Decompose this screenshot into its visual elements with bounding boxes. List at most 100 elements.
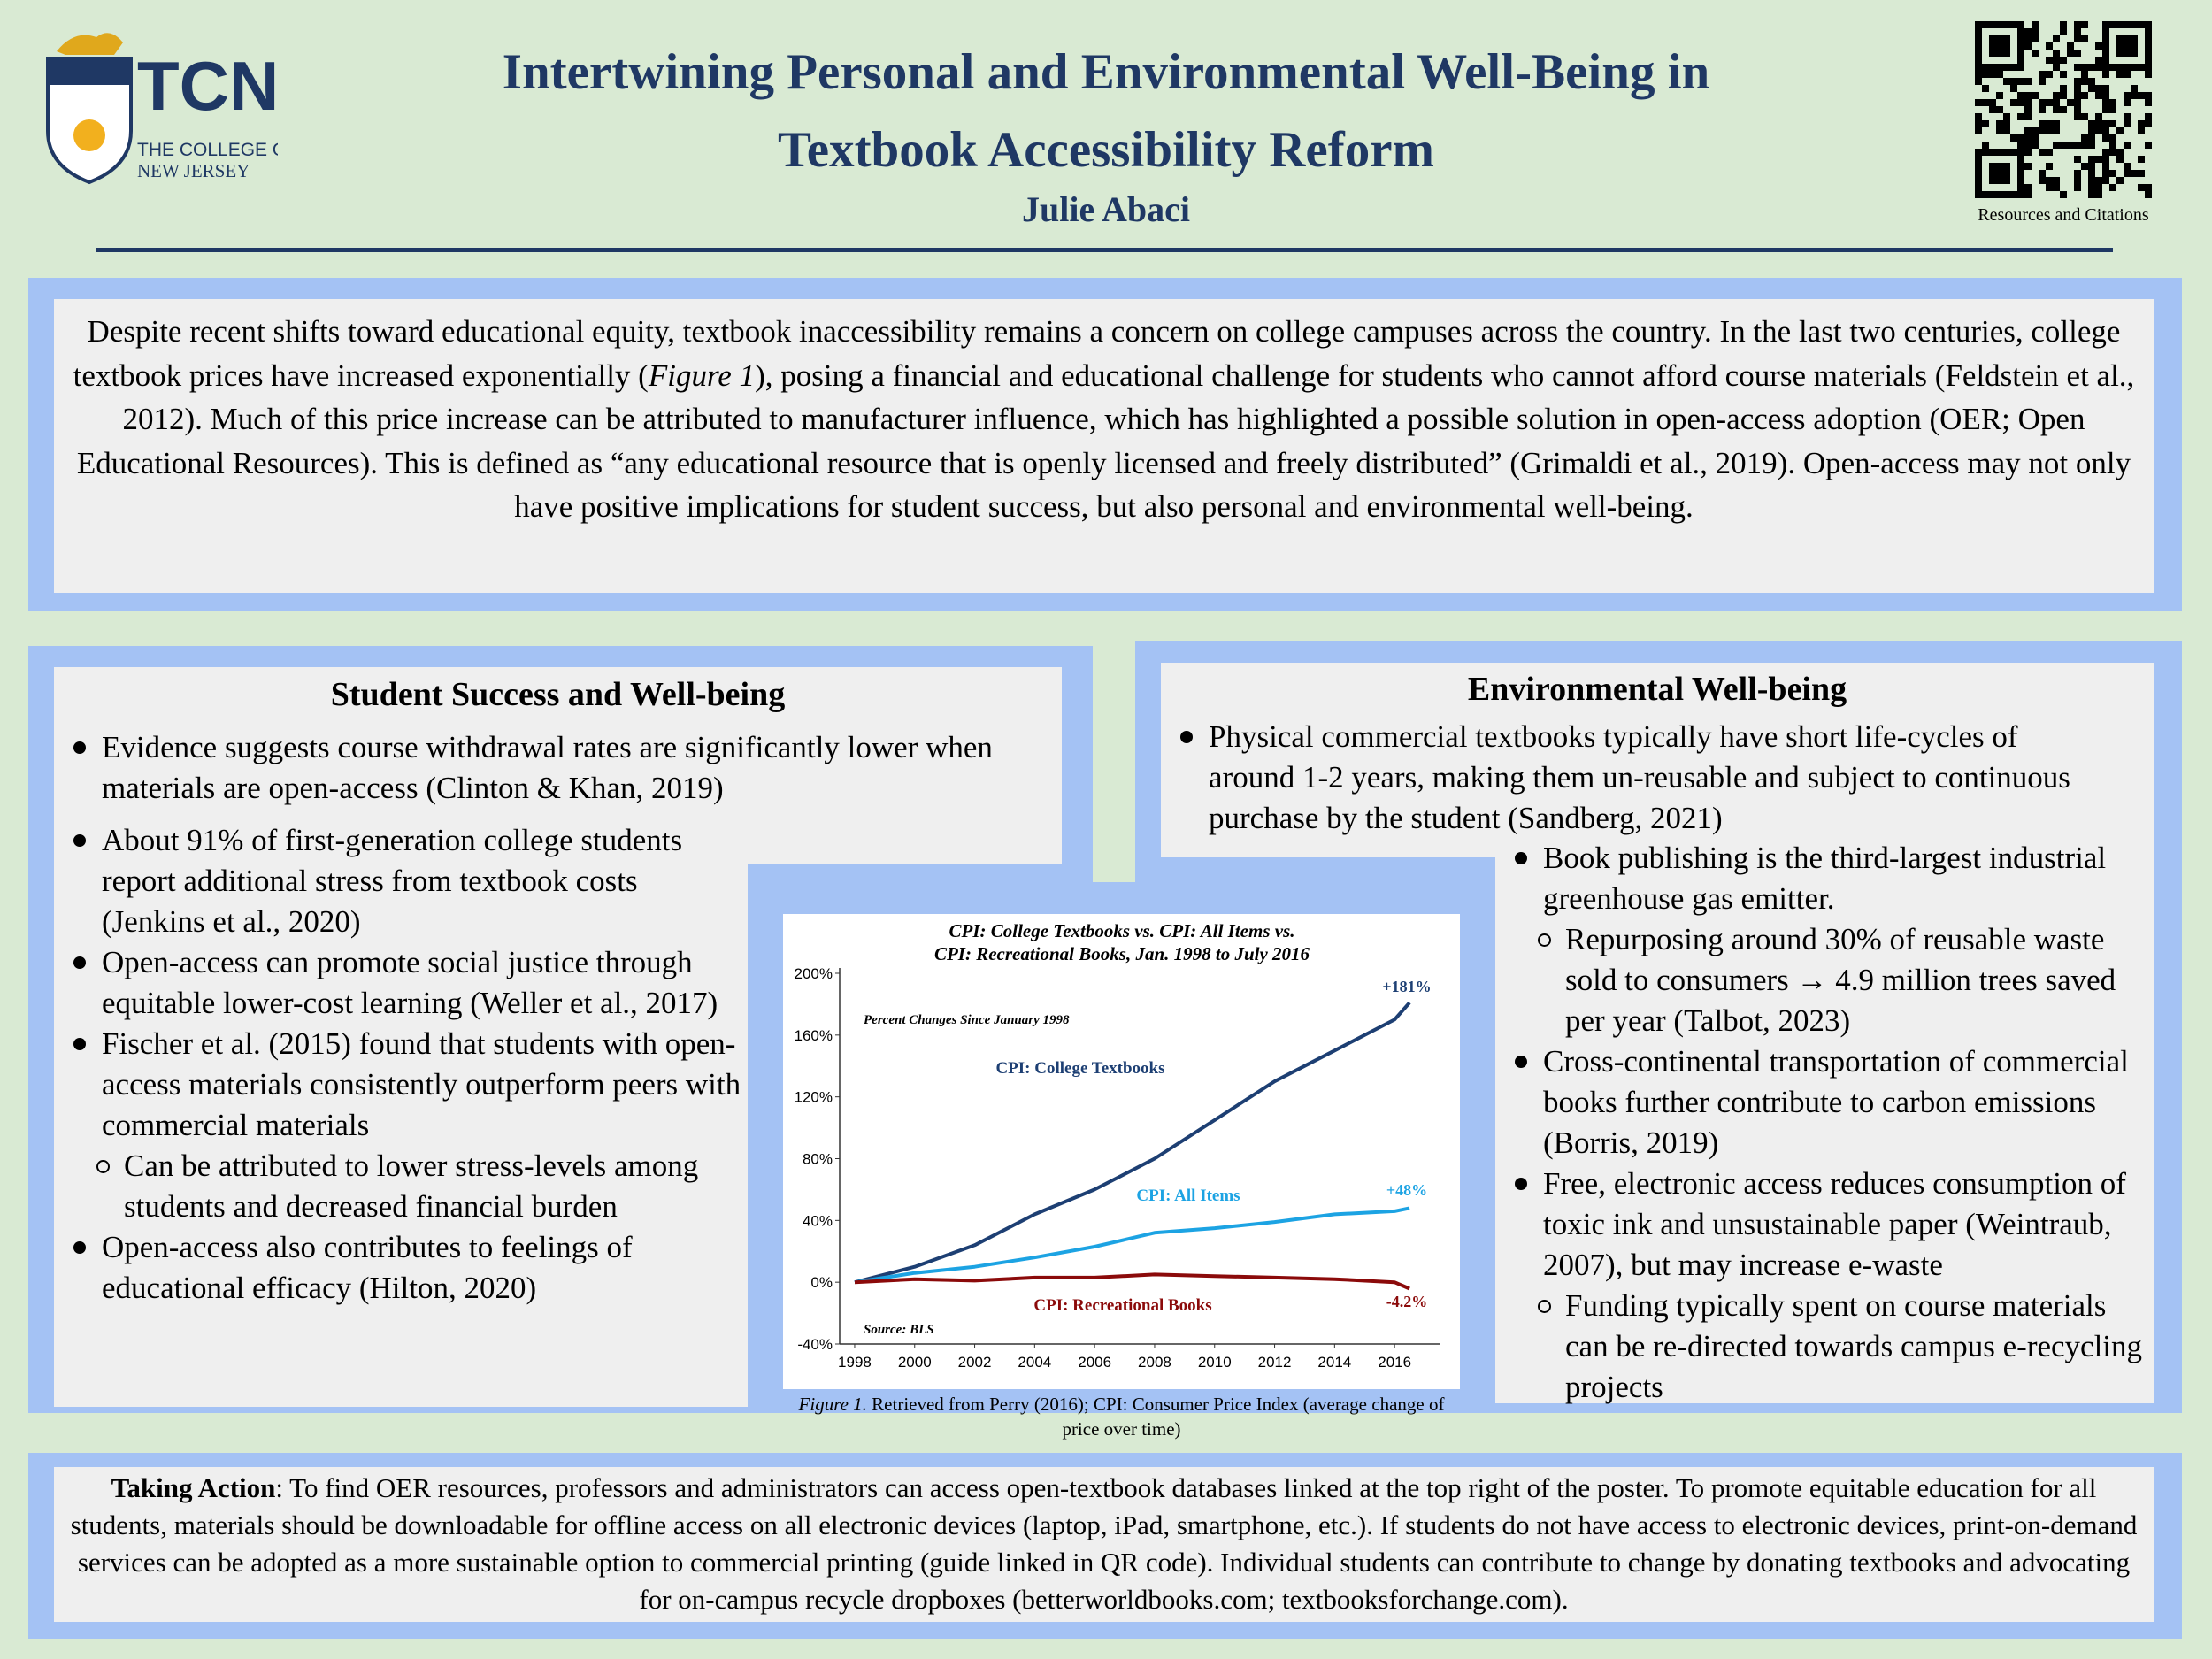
bullet-item: About 91% of first-generation college st… — [54, 820, 748, 942]
qr-module — [2046, 99, 2053, 106]
qr-module — [2081, 78, 2088, 85]
qr-module — [1975, 28, 1982, 35]
qr-module — [2088, 170, 2095, 177]
qr-module — [2017, 28, 2024, 35]
bullet-item: Book publishing is the third-largest ind… — [1495, 838, 2154, 919]
bullet-item: Fischer et al. (2015) found that student… — [54, 1024, 748, 1146]
end-label: +48% — [1386, 1181, 1427, 1199]
qr-module — [2039, 78, 2046, 85]
qr-module — [2145, 142, 2152, 149]
qr-module — [2053, 142, 2060, 149]
caption-label: Figure 1. — [798, 1394, 867, 1415]
qr-code — [1975, 21, 2152, 198]
qr-module — [1996, 92, 2003, 99]
bullet-item: Open-access can promote social justice t… — [54, 942, 748, 1024]
qr-module — [2102, 99, 2109, 106]
qr-module — [2095, 92, 2102, 99]
qr-module — [2003, 177, 2010, 184]
qr-module — [1996, 42, 2003, 50]
qr-module — [2074, 50, 2081, 57]
qr-module — [2039, 149, 2046, 156]
qr-module — [2053, 64, 2060, 71]
sub-bullet-item: Repurposing around 30% of reusable waste… — [1495, 919, 2154, 1041]
qr-module — [2131, 35, 2138, 42]
qr-module — [2067, 50, 2074, 57]
qr-module — [2131, 64, 2138, 71]
qr-module — [2053, 92, 2060, 99]
qr-module — [1989, 71, 1996, 78]
series-label: CPI: Recreational Books — [1033, 1296, 1211, 1315]
qr-module — [2095, 64, 2102, 71]
qr-module — [2024, 78, 2032, 85]
qr-module — [2116, 127, 2124, 134]
sub-bullet-item: Funding typically spent on course materi… — [1495, 1286, 2154, 1408]
sub-bullet-item: Can be attributed to lower stress-levels… — [54, 1146, 748, 1227]
qr-module — [1975, 177, 1982, 184]
qr-module — [1996, 50, 2003, 57]
qr-module — [2095, 177, 2102, 184]
intro-part: Despite recent shifts toward educational… — [73, 314, 2121, 393]
qr-module — [2024, 127, 2032, 134]
y-tick-label: 160% — [795, 1027, 833, 1044]
qr-module — [2039, 71, 2046, 78]
qr-module — [2102, 85, 2109, 92]
chart: CPI: College Textbooks vs. CPI: All Item… — [783, 914, 1460, 1389]
logo-sun — [73, 119, 105, 151]
qr-module — [2074, 184, 2081, 191]
qr-module — [2124, 50, 2131, 57]
qr-module — [2102, 28, 2109, 35]
qr-module — [1975, 191, 1982, 198]
logo-line: THE COLLEGE OF — [137, 140, 278, 160]
qr-module — [2138, 64, 2145, 71]
qr-module — [2131, 50, 2138, 57]
qr-module — [2138, 184, 2145, 191]
qr-module — [2074, 85, 2081, 92]
qr-module — [1975, 78, 1982, 85]
qr-module — [2046, 177, 2053, 184]
qr-module — [2067, 142, 2074, 149]
qr-module — [1989, 149, 1996, 156]
qr-module — [2116, 50, 2124, 57]
qr-module — [2024, 184, 2032, 191]
student-panel — [54, 864, 748, 1407]
qr-module — [2102, 120, 2109, 127]
qr-module — [2145, 28, 2152, 35]
qr-module — [2145, 71, 2152, 78]
qr-module — [2010, 134, 2017, 142]
qr-module — [1975, 156, 1982, 163]
qr-module — [2053, 35, 2060, 42]
chart-title: CPI: College Textbooks vs. CPI: All Item… — [949, 920, 1294, 941]
qr-module — [2088, 142, 2095, 149]
qr-module — [2081, 35, 2088, 42]
qr-module — [2074, 64, 2081, 71]
qr-module — [2109, 120, 2116, 127]
qr-module — [2024, 142, 2032, 149]
qr-module — [1996, 21, 2003, 28]
qr-module — [2017, 92, 2024, 99]
qr-module — [1996, 127, 2003, 134]
qr-module — [2109, 142, 2116, 149]
qr-module — [2017, 113, 2024, 120]
title-line: Textbook Accessibility Reform — [777, 122, 1434, 178]
qr-module — [2039, 127, 2046, 134]
qr-module — [2017, 21, 2024, 28]
chart-annotation: Percent Changes Since January 1998 — [864, 1013, 1070, 1027]
qr-module — [2032, 142, 2039, 149]
qr-module — [2060, 28, 2067, 35]
qr-module — [2081, 71, 2088, 78]
qr-module — [2145, 120, 2152, 127]
qr-module — [2095, 191, 2102, 198]
qr-module — [2074, 142, 2081, 149]
qr-module — [2145, 35, 2152, 42]
qr-module — [2124, 35, 2131, 42]
qr-module — [2124, 92, 2131, 99]
qr-module — [2017, 156, 2024, 163]
qr-module — [2067, 99, 2074, 106]
qr-module — [2074, 78, 2081, 85]
qr-module — [1996, 149, 2003, 156]
bullet-list: Evidence suggests course withdrawal rate… — [54, 727, 1010, 809]
qr-module — [2088, 85, 2095, 92]
qr-module — [2024, 106, 2032, 113]
x-tick-label: 2004 — [1018, 1354, 1051, 1371]
qr-module — [2017, 57, 2024, 64]
